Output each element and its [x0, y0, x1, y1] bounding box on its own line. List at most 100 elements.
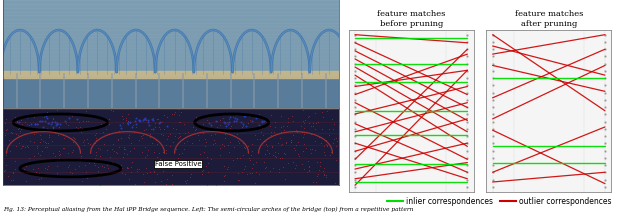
Point: [113, 137, 124, 141]
Point: [153, 166, 163, 169]
Point: [82, 137, 92, 141]
Point: [47, 127, 58, 131]
Point: [43, 164, 53, 167]
Point: [201, 140, 211, 143]
Title: feature matches
after pruning: feature matches after pruning: [515, 10, 583, 28]
Point: [280, 152, 290, 155]
Point: [251, 171, 261, 174]
Point: [54, 154, 64, 157]
Point: [36, 137, 46, 140]
Point: [47, 151, 58, 155]
Point: [124, 166, 134, 169]
Point: [48, 116, 58, 120]
Point: [180, 181, 191, 185]
Point: [221, 121, 232, 124]
Point: [210, 132, 220, 136]
Point: [0, 134, 10, 137]
Point: [234, 178, 244, 182]
Point: [71, 125, 81, 128]
Point: [154, 125, 164, 129]
Point: [329, 123, 339, 126]
Point: [254, 112, 264, 116]
Point: [244, 119, 255, 122]
Point: [278, 124, 288, 128]
Point: [302, 170, 312, 174]
Point: [22, 123, 33, 126]
Point: [52, 174, 63, 177]
Point: [177, 151, 188, 155]
Point: [307, 148, 317, 151]
Point: [255, 138, 265, 141]
Point: [221, 124, 231, 128]
Point: [290, 148, 300, 152]
Point: [292, 153, 303, 156]
Point: [48, 126, 58, 130]
Point: [321, 138, 331, 141]
Point: [273, 141, 284, 144]
Point: [228, 119, 239, 123]
Point: [276, 130, 286, 133]
Point: [269, 120, 280, 124]
Point: [55, 128, 65, 132]
Point: [58, 133, 68, 136]
Point: [151, 138, 161, 141]
Point: [89, 141, 99, 145]
Point: [316, 135, 326, 138]
Point: [299, 142, 309, 145]
Point: [154, 160, 164, 164]
Point: [6, 130, 17, 134]
Point: [97, 165, 107, 168]
Point: [163, 134, 173, 137]
Point: [40, 166, 50, 170]
Point: [298, 127, 308, 130]
Point: [13, 127, 24, 131]
Point: [224, 150, 234, 153]
Point: [8, 170, 18, 174]
Point: [202, 155, 212, 159]
Point: [141, 128, 151, 131]
Bar: [3, 45, 339, 49]
Point: [244, 115, 254, 118]
Point: [76, 131, 86, 134]
Point: [296, 124, 307, 127]
Point: [306, 151, 316, 155]
Point: [116, 136, 127, 140]
Point: [174, 108, 184, 111]
Point: [204, 121, 214, 125]
Bar: [3, 71, 339, 78]
Point: [100, 127, 111, 131]
Point: [274, 167, 284, 170]
Point: [312, 175, 322, 178]
Point: [141, 166, 151, 170]
Point: [81, 119, 91, 122]
Point: [168, 126, 178, 129]
Point: [79, 174, 90, 177]
Point: [326, 117, 337, 121]
Point: [53, 156, 63, 160]
Point: [131, 119, 141, 122]
Point: [330, 181, 340, 184]
Point: [203, 170, 213, 173]
Point: [164, 144, 175, 148]
Bar: [3, 4, 339, 8]
Point: [235, 156, 245, 160]
Point: [250, 181, 260, 185]
Point: [303, 159, 313, 163]
Point: [120, 147, 130, 150]
Point: [38, 116, 49, 119]
Point: [319, 150, 330, 154]
Point: [308, 121, 318, 125]
Point: [332, 144, 342, 148]
Point: [154, 121, 164, 125]
Point: [42, 167, 52, 171]
Point: [300, 118, 310, 121]
Point: [140, 180, 150, 183]
Point: [223, 165, 233, 168]
Point: [53, 133, 63, 136]
Point: [124, 136, 134, 139]
Point: [225, 141, 235, 144]
Point: [237, 124, 248, 127]
Point: [90, 156, 100, 160]
Point: [134, 139, 145, 142]
Point: [200, 145, 210, 148]
